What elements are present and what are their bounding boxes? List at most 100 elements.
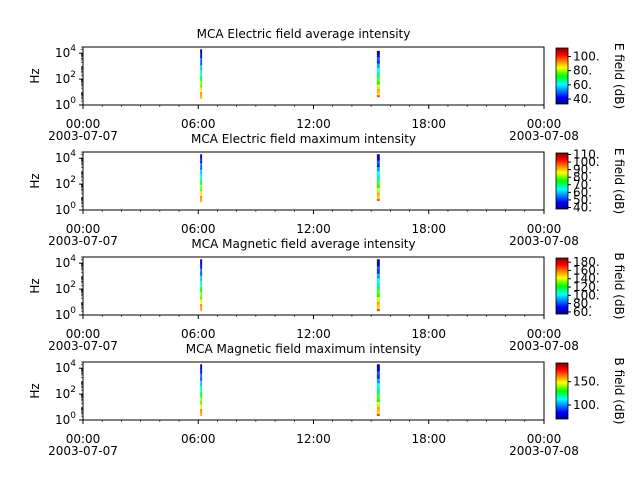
burst-cell	[200, 167, 203, 170]
x-tick-label: 12:00	[296, 117, 331, 131]
y-axis-label: Hz	[28, 68, 42, 83]
burst-cell	[200, 193, 203, 196]
y-tick-label: 100	[55, 96, 76, 112]
y-tick-label: 100	[55, 411, 76, 427]
burst-2	[376, 259, 380, 312]
burst-cell	[200, 282, 203, 286]
burst-cell	[200, 292, 203, 295]
burst-cell	[376, 59, 380, 62]
burst-cell	[376, 261, 380, 264]
panel-title: MCA Magnetic field average intensity	[191, 237, 415, 251]
colorbar: 60.80.100.120.140.160.180. B field (dB)	[555, 253, 626, 319]
burst-cell	[376, 287, 380, 290]
burst-cell	[200, 280, 203, 283]
burst-cell	[200, 364, 203, 367]
panel-3: MCA Magnetic field average intensity1001…	[28, 237, 626, 353]
colorbar-tick-label: 180.	[573, 255, 600, 269]
burst-cell	[376, 294, 380, 297]
colorbar-tick-label: 80.	[573, 170, 592, 184]
x-tick-label: 12:00	[296, 432, 331, 446]
plot-frame	[82, 46, 545, 106]
burst-cell	[200, 278, 203, 281]
burst-cell	[200, 273, 203, 276]
burst-cell	[200, 85, 203, 88]
x-date-label: 2003-07-07	[48, 339, 118, 353]
burst-cell	[376, 184, 380, 187]
colorbar-tick-label: 100.	[573, 398, 600, 412]
x-date-label: 2003-07-07	[48, 444, 118, 458]
burst-2	[376, 154, 380, 201]
burst-cell	[200, 158, 203, 161]
y-tick-label: 102	[55, 175, 76, 191]
burst-cell	[376, 67, 380, 70]
burst-cell	[376, 167, 380, 170]
y-tick-label: 104	[55, 149, 76, 165]
burst-cell	[200, 385, 203, 388]
colorbar-tick-label: 40.	[573, 200, 592, 214]
burst-cell	[376, 373, 380, 377]
burst-cell	[376, 175, 380, 178]
colorbar-tick-label: 100.	[573, 288, 600, 302]
burst-cell	[200, 53, 203, 57]
x-tick-label: 18:00	[411, 327, 446, 341]
burst-cell	[376, 74, 380, 77]
x-date-label: 2003-07-07	[48, 129, 118, 143]
burst-cell	[200, 397, 203, 400]
colorbar-tick-label: 110.	[573, 148, 600, 162]
burst-cell	[376, 402, 380, 405]
burst-2	[376, 50, 380, 98]
burst-cell	[376, 194, 380, 197]
burst-cell	[376, 55, 380, 58]
burst-cell	[200, 49, 203, 52]
burst-cell	[376, 86, 380, 89]
colorbar-label: E field (dB)	[612, 43, 626, 109]
y-axis: 100 102 104	[55, 44, 83, 112]
burst-cell	[200, 294, 203, 297]
x-tick-label: 06:00	[181, 222, 216, 236]
y-axis-label: Hz	[28, 278, 42, 293]
colorbar-tick-label: 90.	[573, 163, 592, 177]
burst-cell	[376, 179, 380, 182]
burst-cell	[200, 371, 203, 374]
burst-cell	[376, 409, 380, 412]
burst-cell	[376, 71, 380, 74]
burst-cell	[376, 371, 380, 374]
burst-cell	[200, 60, 203, 63]
burst-1	[200, 154, 203, 203]
burst-cell	[376, 366, 380, 369]
burst-cell	[376, 177, 380, 180]
burst-cell	[200, 96, 203, 99]
burst-cell	[200, 387, 203, 391]
burst-cell	[376, 280, 380, 283]
burst-cell	[200, 376, 203, 379]
burst-cell	[376, 198, 380, 201]
burst-cell	[376, 57, 380, 60]
panel-4: MCA Magnetic field maximum intensity1001…	[28, 342, 626, 458]
burst-cell	[200, 394, 203, 398]
burst-cell	[376, 275, 380, 279]
burst-cell	[200, 80, 203, 84]
burst-cell	[200, 390, 203, 393]
panel-1: MCA Electric field average intensity1001…	[28, 27, 626, 143]
y-axis-label: Hz	[28, 173, 42, 188]
burst-cell	[376, 80, 380, 83]
burst-cell	[200, 266, 203, 269]
burst-cell	[376, 173, 380, 176]
burst-cell	[200, 297, 203, 300]
burst-cell	[376, 369, 380, 372]
burst-cell	[376, 268, 380, 272]
burst-cell	[376, 76, 380, 79]
colorbar-tick-label: 60.	[573, 78, 592, 92]
burst-cell	[376, 306, 380, 309]
panel-2: MCA Electric field maximum intensity1001…	[28, 132, 626, 248]
burst-cell	[376, 50, 380, 53]
burst-cell	[200, 406, 203, 410]
burst-cell	[200, 62, 203, 66]
burst-series	[200, 364, 380, 417]
x-tick-label: 18:00	[411, 432, 446, 446]
burst-cell	[376, 53, 380, 56]
burst-cell	[200, 301, 203, 305]
burst-cell	[200, 399, 203, 402]
